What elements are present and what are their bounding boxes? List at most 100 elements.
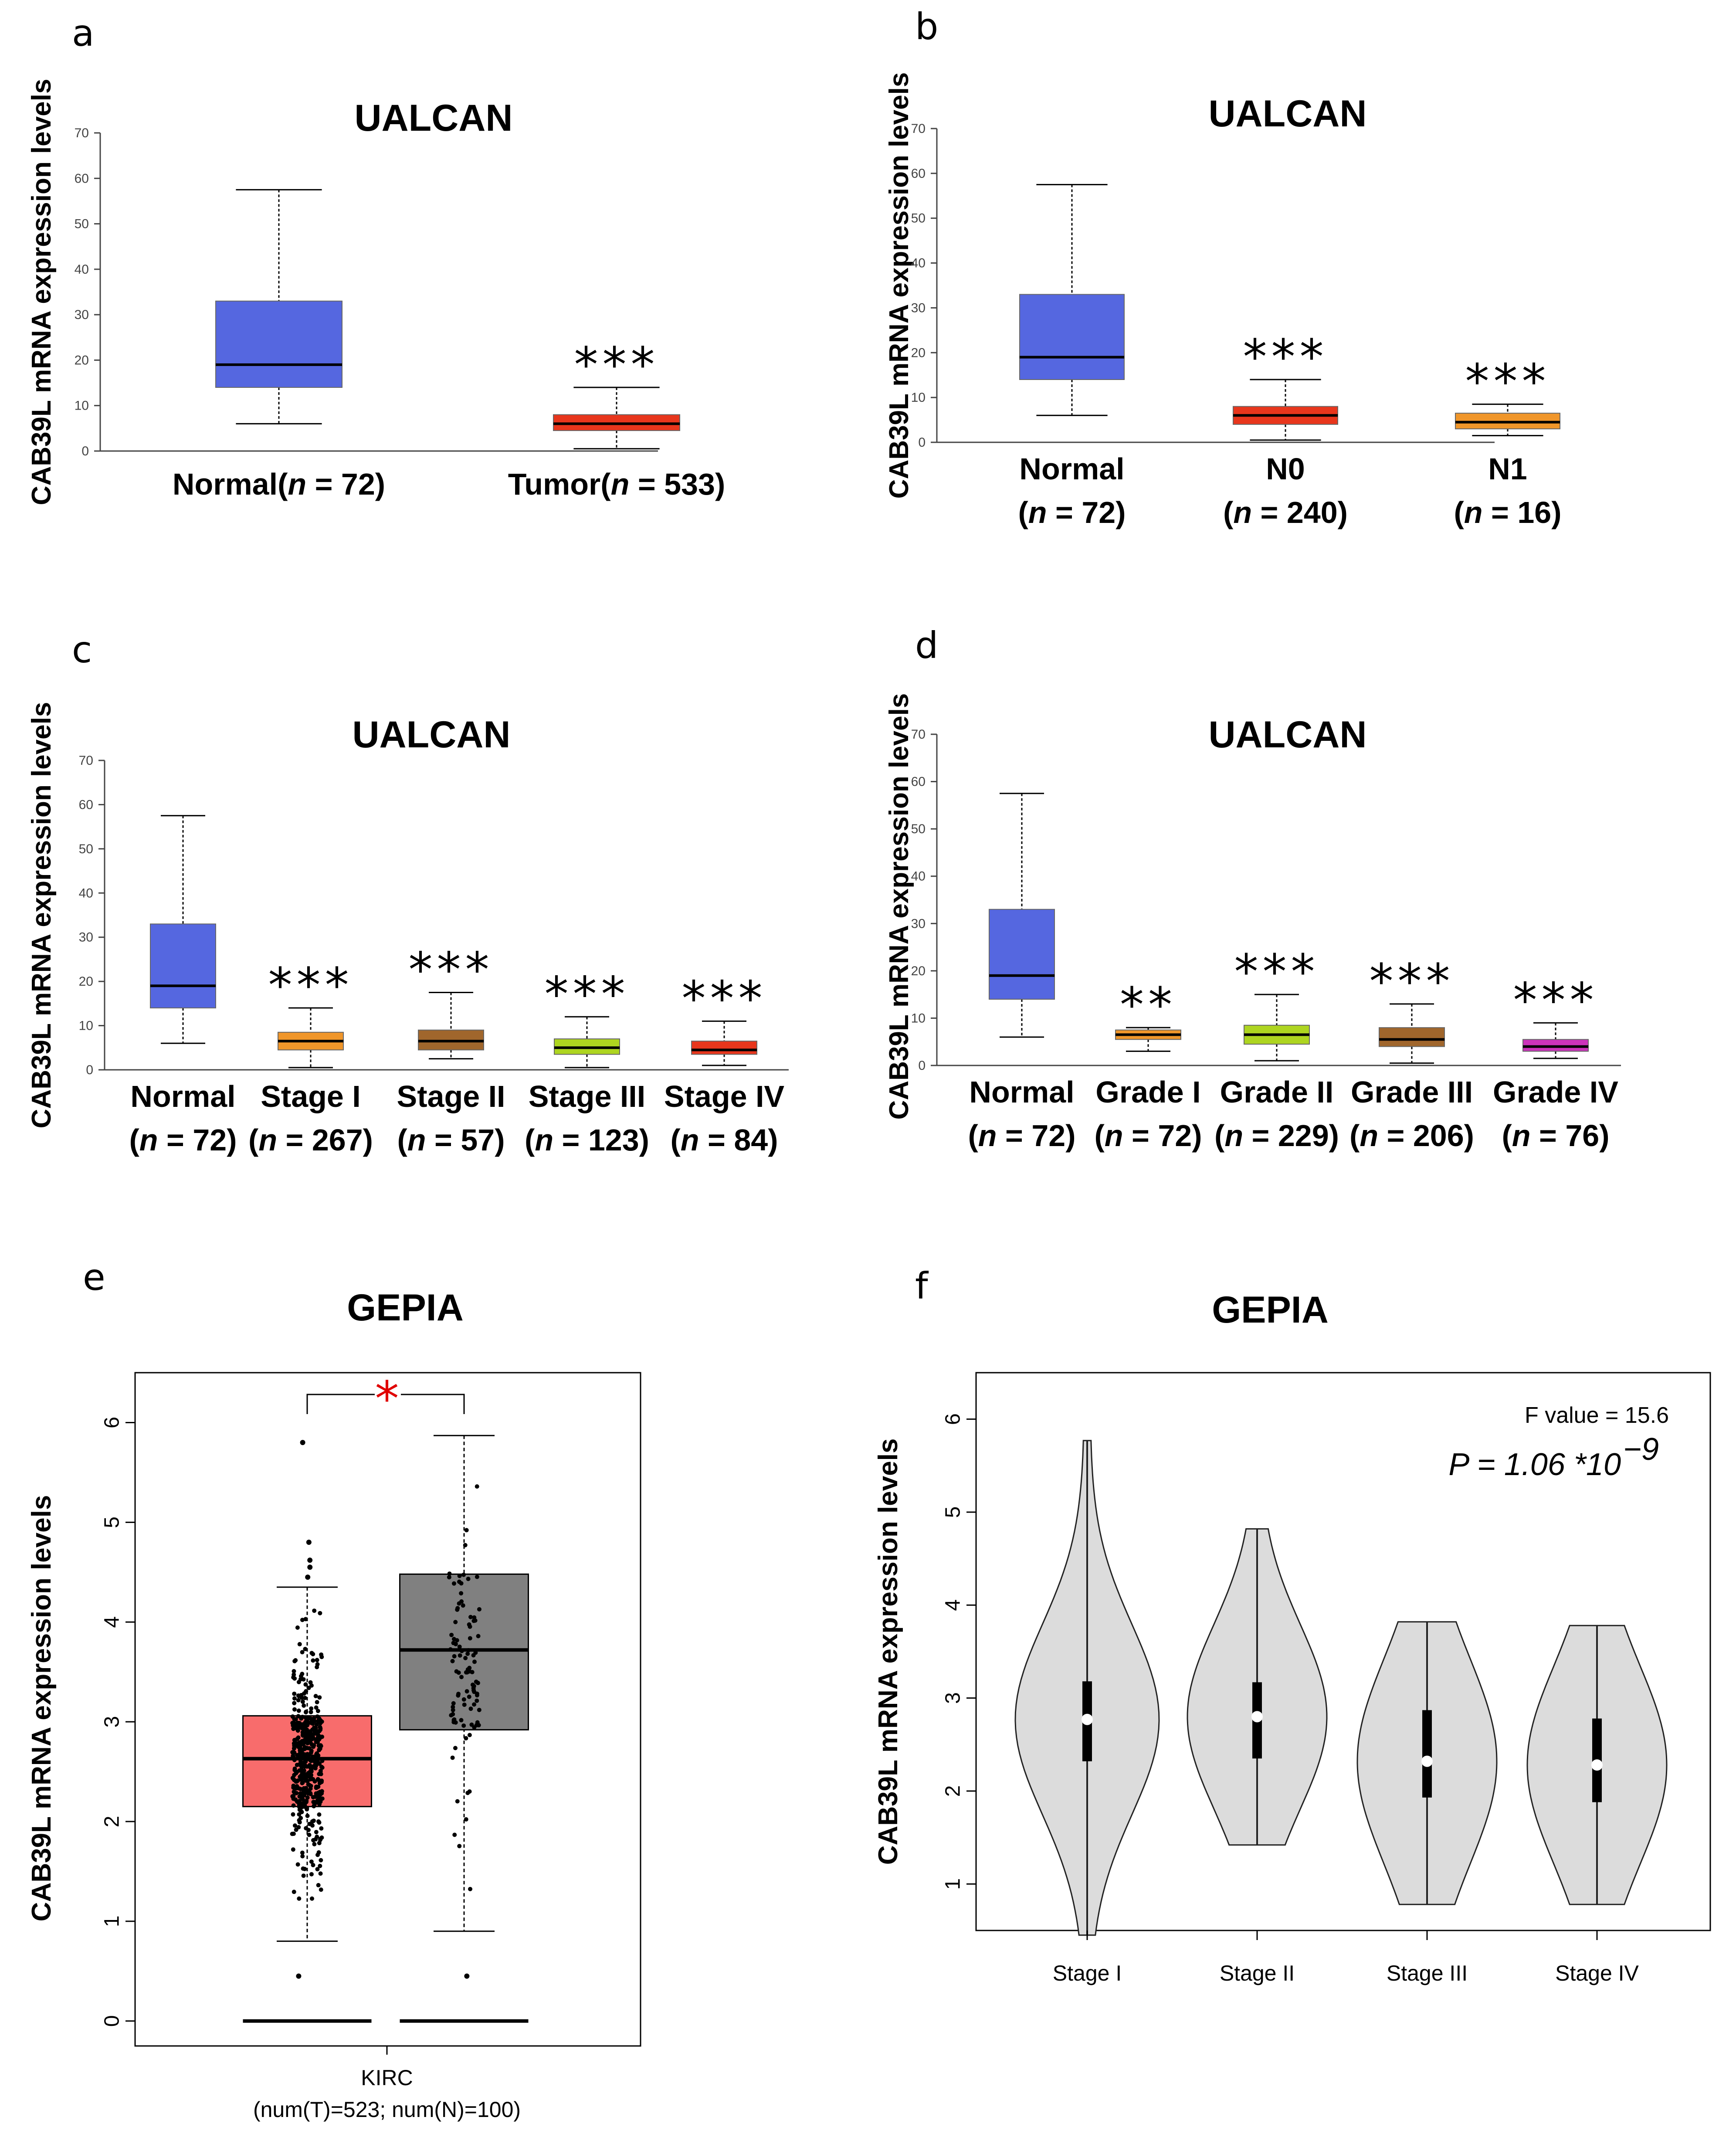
category-n-label: (n = 229): [1214, 1119, 1339, 1153]
box-grade-ii: [1244, 994, 1310, 1062]
data-point: [297, 1768, 302, 1773]
y-tick-label: 0: [918, 435, 926, 450]
data-point: [294, 1741, 299, 1746]
data-point: [450, 1755, 455, 1760]
data-point: [468, 1636, 472, 1641]
category-n-label: (n = 72): [968, 1119, 1075, 1153]
panel-letter: e: [83, 1256, 105, 1299]
chart-title: UALCAN: [1208, 714, 1366, 756]
y-tick-label: 2: [101, 1816, 124, 1828]
data-point: [319, 1887, 323, 1892]
data-point: [467, 1669, 472, 1674]
data-point: [303, 1617, 308, 1622]
data-point: [459, 1599, 464, 1604]
data-point: [300, 1714, 305, 1719]
chart-title: UALCAN: [352, 714, 510, 756]
data-point: [463, 1655, 468, 1660]
data-point: [315, 1852, 320, 1857]
y-tick-label: 3: [942, 1692, 965, 1704]
data-point: [477, 1607, 481, 1611]
data-point: [311, 1777, 315, 1781]
data-point: [316, 1800, 321, 1805]
data-point: [452, 1832, 457, 1837]
category-label: Grade II: [1220, 1075, 1334, 1109]
box-iqr: [691, 1041, 757, 1055]
data-point: [313, 1762, 318, 1767]
data-point: [312, 1800, 316, 1805]
data-point: [303, 1710, 308, 1715]
panel-e: e GEPIA CAB39L mRNA expression levels 0 1 2 3 4…: [27, 1256, 641, 2122]
data-point: [291, 1803, 296, 1808]
y-tick-label: 60: [75, 171, 89, 186]
panel-letter: b: [915, 5, 938, 48]
data-point: [305, 1795, 310, 1800]
data-point: [473, 1650, 478, 1655]
data-point: [302, 1764, 307, 1769]
y-tick-label: 10: [911, 1011, 926, 1025]
data-point: [299, 1805, 304, 1809]
data-point: [300, 1724, 305, 1729]
data-point: [461, 1572, 466, 1577]
box-normal: [399, 1435, 529, 1932]
data-point: [302, 1786, 306, 1791]
y-tick-label: 70: [911, 727, 926, 742]
y-tick-label: 60: [911, 775, 926, 789]
data-point: [299, 1756, 304, 1761]
data-point: [312, 1729, 317, 1734]
category-label: Grade IV: [1493, 1075, 1618, 1109]
data-point: [451, 1708, 455, 1713]
data-point: [449, 1713, 454, 1718]
box-stage-ii: [418, 992, 484, 1060]
data-point: [295, 1862, 300, 1867]
y-tick-label: 40: [911, 256, 926, 271]
violin-median-dot: [1591, 1759, 1603, 1771]
data-point: [461, 1697, 466, 1702]
category-label: Grade III: [1351, 1075, 1473, 1109]
data-point: [465, 1791, 470, 1795]
data-point: [475, 1574, 479, 1579]
data-point: [457, 1844, 462, 1849]
data-point: [291, 1812, 295, 1817]
data-point: [292, 1738, 297, 1743]
data-point: [319, 1780, 324, 1784]
data-point: [293, 1726, 298, 1730]
data-point: [310, 1823, 315, 1828]
significance-stars: ***: [1234, 944, 1319, 1000]
data-point: [448, 1647, 453, 1652]
data-point: [313, 1694, 318, 1699]
data-point: [452, 1717, 457, 1722]
significance-stars: ***: [1243, 329, 1328, 385]
violin-iqr-bar: [1422, 1710, 1432, 1798]
data-point: [312, 1608, 317, 1613]
p-value-exponent: −9: [1623, 1432, 1659, 1467]
data-point: [311, 1717, 316, 1721]
data-point: [468, 1886, 473, 1891]
data-point: [309, 1651, 314, 1655]
data-point: [453, 1746, 458, 1750]
data-point: [302, 1703, 306, 1708]
data-point: [319, 1858, 323, 1862]
data-point: [471, 1618, 476, 1623]
data-point: [477, 1707, 481, 1712]
data-point: [467, 1733, 472, 1737]
data-point: [476, 1723, 481, 1727]
data-point: [308, 1792, 313, 1797]
data-point: [292, 1823, 297, 1828]
y-axis-label: CAB39L mRNA expression levels: [27, 702, 57, 1129]
box-iqr: [215, 300, 342, 388]
data-point: [457, 1579, 461, 1584]
data-point: [301, 1873, 306, 1878]
data-point: [298, 1791, 303, 1796]
y-tick-label: 60: [79, 797, 93, 812]
data-point: [316, 1819, 321, 1824]
data-point: [299, 1810, 304, 1815]
data-point: [469, 1722, 474, 1727]
y-tick-label: 6: [101, 1417, 124, 1428]
data-point: [307, 1746, 312, 1751]
data-point: [466, 1577, 471, 1581]
panel-letter: f: [915, 1265, 929, 1307]
data-point: [300, 1650, 305, 1655]
x-category-label: Stage IV: [1555, 1961, 1639, 1985]
data-point: [298, 1777, 303, 1782]
data-point: [315, 1794, 320, 1798]
